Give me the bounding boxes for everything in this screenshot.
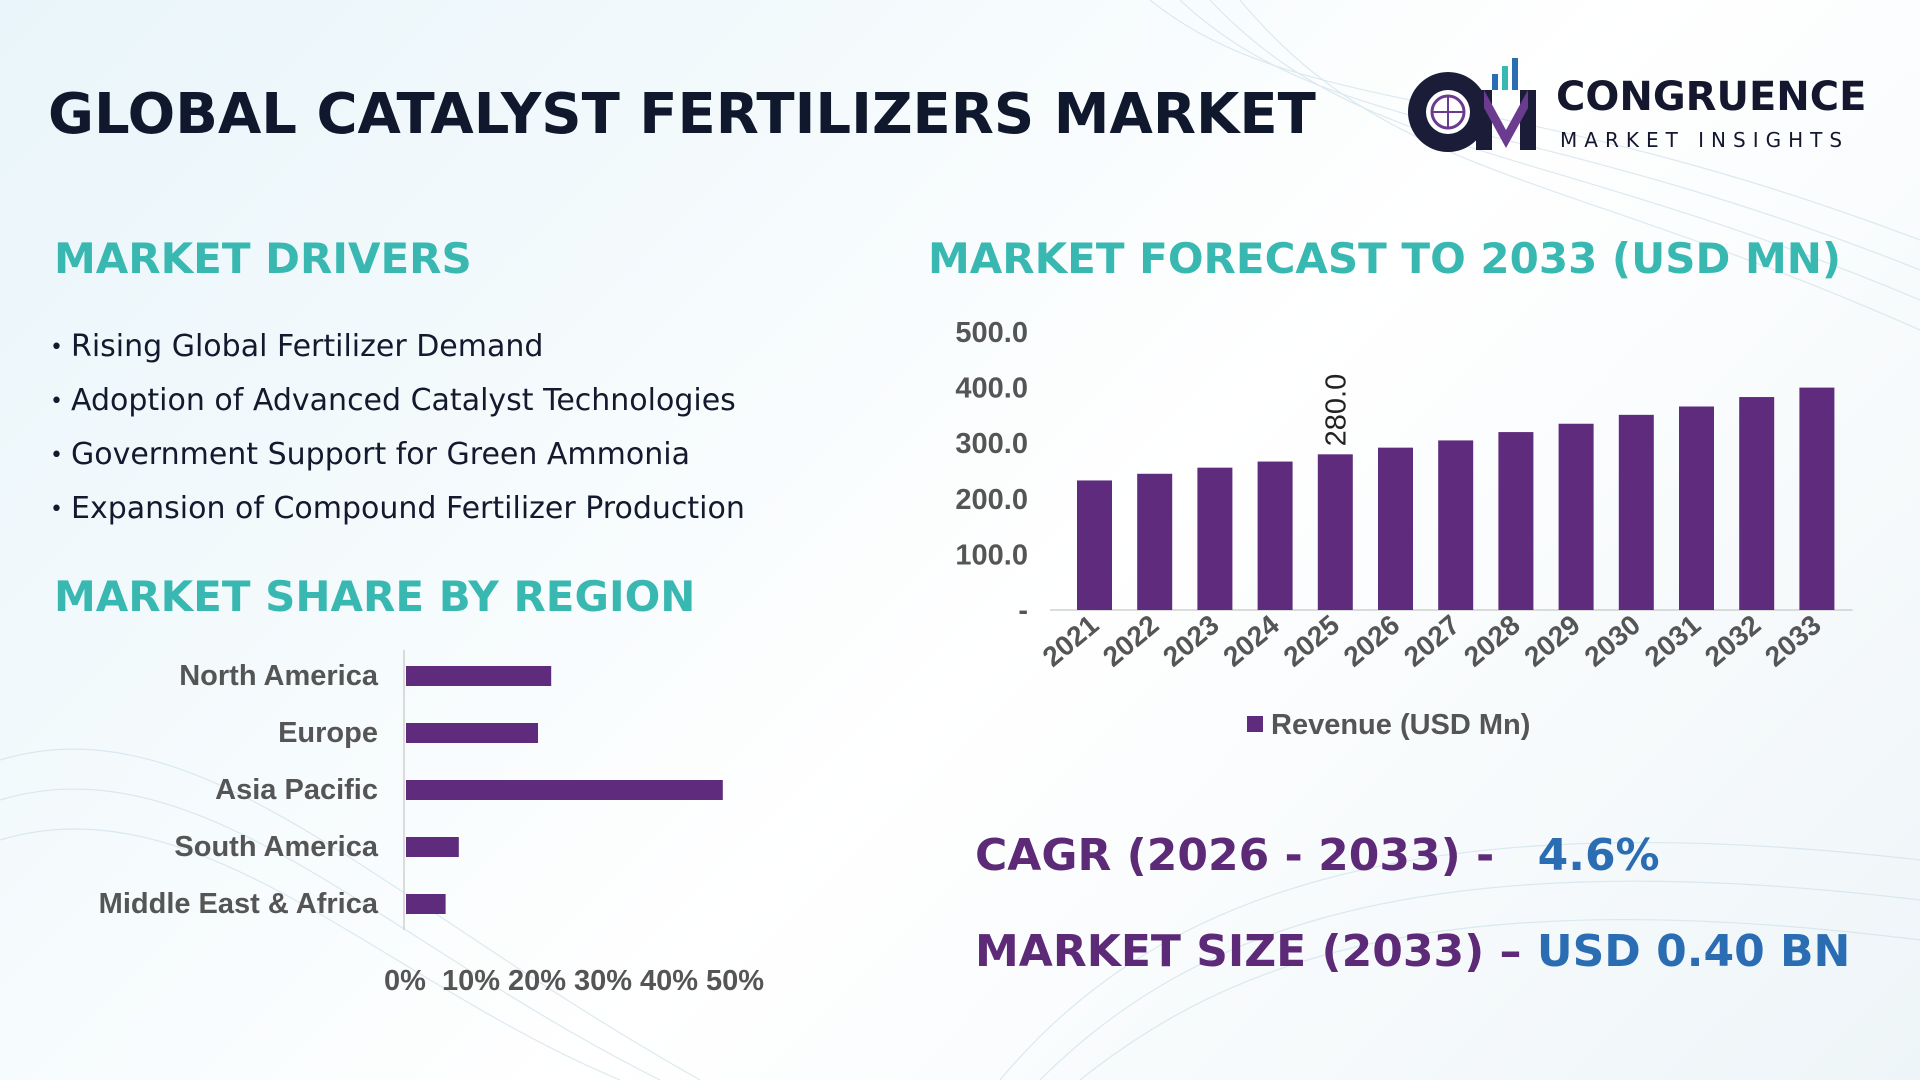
region-label: North America (179, 660, 379, 692)
forecast-bar (1137, 473, 1173, 610)
legend-label: Revenue (USD Mn) (1271, 709, 1530, 741)
forecast-y-tick: 500.0 (955, 317, 1028, 349)
bullet-icon: • (50, 442, 63, 468)
forecast-bar (1799, 387, 1835, 610)
forecast-bar (1438, 440, 1474, 610)
logo: CONGRUENCE MARKET INSIGHTS (1400, 52, 1870, 162)
region-bar (406, 666, 552, 686)
forecast-y-tick: 300.0 (955, 428, 1028, 460)
driver-text: Government Support for Green Ammonia (70, 437, 690, 472)
forecast-x-tick: 2028 (1458, 609, 1526, 673)
forecast-x-tick: 2033 (1759, 609, 1827, 673)
driver-text: Adoption of Advanced Catalyst Technologi… (70, 383, 736, 418)
bullet-icon: • (50, 388, 63, 414)
forecast-x-tick: 2032 (1699, 609, 1767, 673)
forecast-heading: MARKET FORECAST TO 2033 (USD MN) (928, 234, 1842, 283)
region-x-tick: 0% (384, 965, 426, 997)
region-label: Asia Pacific (215, 774, 378, 806)
forecast-y-tick: 100.0 (955, 539, 1028, 571)
bullet-icon: • (50, 496, 63, 522)
market-size-stat: MARKET SIZE (2033) – USD 0.40 BN (975, 926, 1850, 977)
logo-name: CONGRUENCE (1556, 74, 1867, 120)
logo-mark-icon (1408, 58, 1536, 152)
region-x-tick: 50% (706, 965, 764, 997)
forecast-chart: -100.0200.0300.0400.0500.020212022202320… (955, 317, 1853, 741)
forecast-bar (1197, 467, 1233, 610)
forecast-bar (1558, 423, 1594, 610)
forecast-bar (1317, 454, 1353, 610)
forecast-bar (1679, 406, 1714, 610)
bullet-icon: • (50, 334, 63, 360)
logo-tagline: MARKET INSIGHTS (1560, 128, 1850, 152)
forecast-x-tick: 2023 (1157, 609, 1225, 673)
forecast-bar (1257, 461, 1293, 610)
cagr-value: 4.6% (1537, 830, 1660, 881)
driver-item: • Government Support for Green Ammonia (50, 428, 745, 482)
forecast-x-tick: 2029 (1518, 609, 1586, 673)
cagr-stat: CAGR (2026 - 2033) - 4.6% (975, 830, 1660, 881)
forecast-x-tick: 2022 (1097, 609, 1165, 673)
forecast-bar (1077, 480, 1112, 610)
cagr-label: CAGR (2026 - 2033) - (975, 830, 1495, 881)
region-x-tick: 30% (574, 965, 632, 997)
region-share-chart: North America Europe Asia Pacific South Ame… (99, 650, 764, 997)
region-bar (406, 894, 446, 914)
forecast-x-tick: 2030 (1579, 609, 1647, 673)
forecast-x-tick: 2021 (1037, 609, 1105, 673)
driver-text: Rising Global Fertilizer Demand (70, 329, 544, 364)
forecast-y-tick: - (1018, 595, 1028, 627)
forecast-x-tick: 2031 (1639, 609, 1707, 673)
region-bar (406, 837, 459, 857)
region-bar (406, 723, 538, 743)
region-x-tick: 40% (640, 965, 698, 997)
driver-item: • Rising Global Fertilizer Demand (50, 320, 745, 374)
forecast-bar (1378, 447, 1413, 610)
driver-text: Expansion of Compound Fertilizer Product… (70, 491, 745, 526)
forecast-y-tick: 400.0 (955, 373, 1028, 405)
forecast-bar (1498, 432, 1534, 610)
forecast-x-tick: 2026 (1338, 609, 1406, 673)
forecast-y-tick: 200.0 (955, 484, 1028, 516)
forecast-bar (1618, 414, 1654, 610)
region-x-tick: 10% (442, 965, 500, 997)
region-label: Middle East & Africa (99, 888, 379, 920)
region-label: South America (174, 831, 378, 863)
forecast-x-tick: 2025 (1278, 609, 1346, 673)
market-size-value: USD 0.40 BN (1536, 926, 1851, 977)
region-bar (406, 780, 723, 800)
region-label: Europe (278, 717, 378, 749)
drivers-list: • Rising Global Fertilizer Demand • Adopti… (50, 320, 745, 536)
forecast-data-label: 280.0 (1320, 374, 1352, 447)
region-heading: MARKET SHARE BY REGION (54, 572, 696, 621)
drivers-heading: MARKET DRIVERS (54, 234, 472, 283)
legend-swatch (1247, 716, 1263, 732)
region-x-tick: 20% (508, 965, 566, 997)
forecast-x-tick: 2027 (1398, 609, 1466, 673)
forecast-bar (1739, 397, 1775, 610)
page-title: GLOBAL CATALYST FERTILIZERS MARKET (48, 82, 1316, 147)
forecast-x-tick: 2024 (1217, 609, 1285, 673)
market-size-label: MARKET SIZE (2033) – (975, 926, 1522, 977)
driver-item: • Adoption of Advanced Catalyst Technolog… (50, 374, 745, 428)
driver-item: • Expansion of Compound Fertilizer Produc… (50, 482, 745, 536)
